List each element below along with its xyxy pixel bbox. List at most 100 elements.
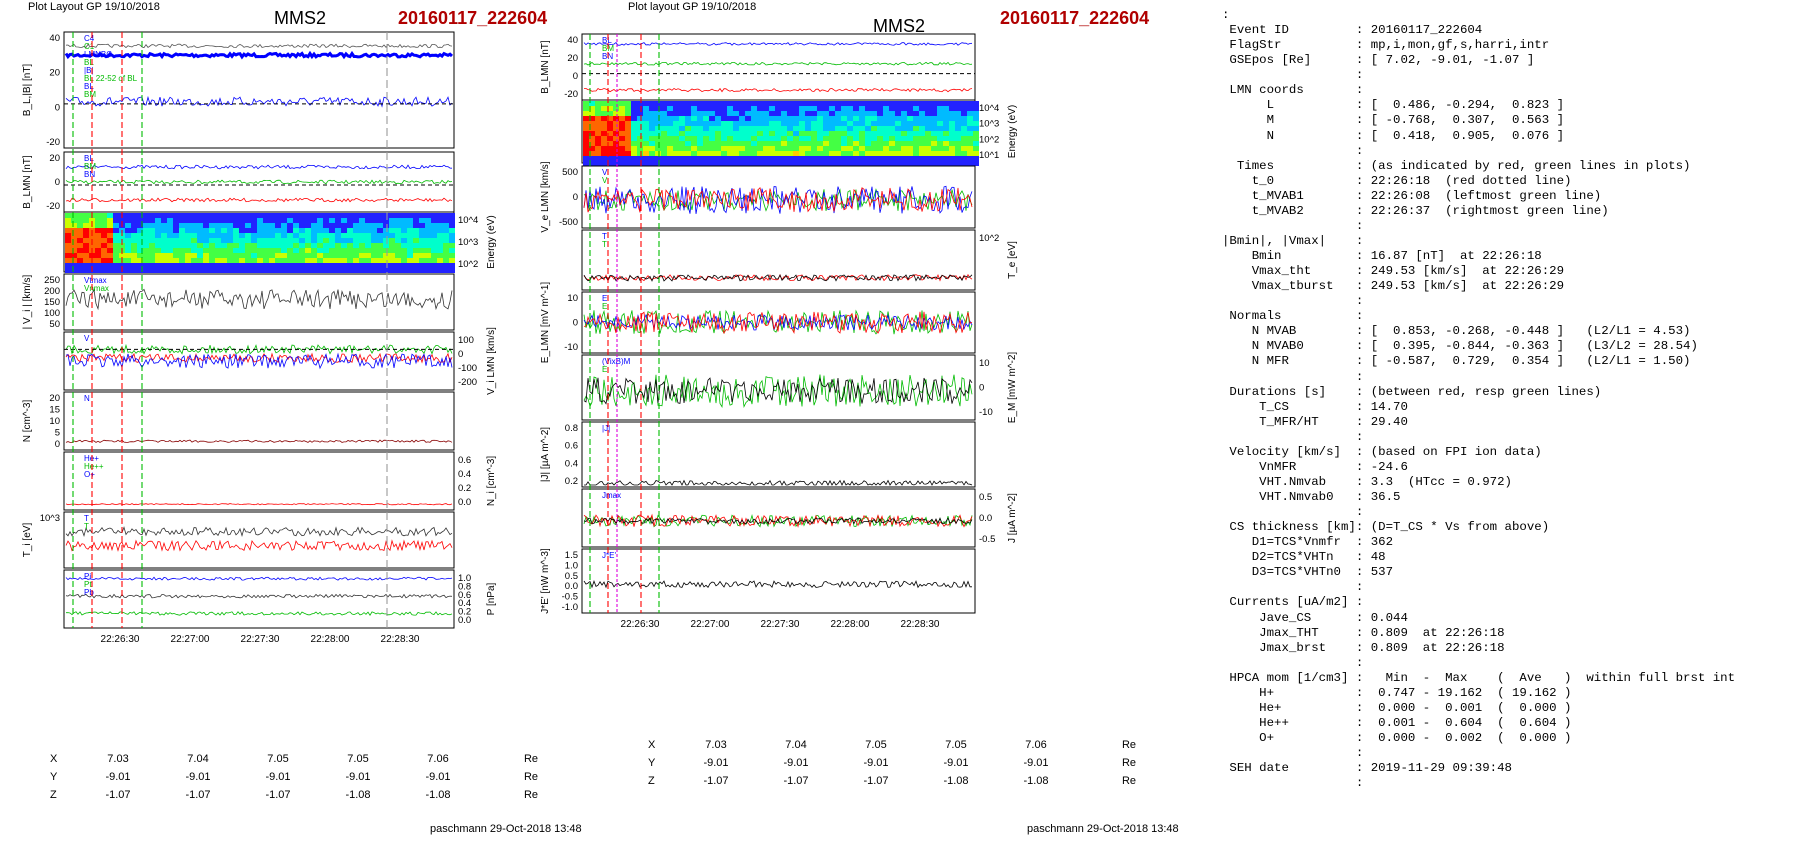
spectrogram-cell [365,248,371,253]
spectrogram-cell [77,218,83,223]
right-event-id: 20160117_222604 [1000,8,1150,28]
spectrogram-cell [371,213,377,218]
spectrogram-cell [655,126,661,131]
spectrogram-cell [811,111,817,116]
spectrogram-cell [751,111,757,116]
spectrogram-cell [775,111,781,116]
spectrogram-cell [835,141,841,146]
spectrogram-cell [125,263,131,268]
y-tick-label: 0 [55,439,60,450]
spectrogram-cell [769,126,775,131]
spectrogram-cell [443,268,449,273]
spectrogram-cell [871,101,877,106]
spectrogram-cell [739,116,745,121]
spectrogram-cell [443,253,449,258]
spectrogram-cell [233,238,239,243]
spectrogram-cell [721,131,727,136]
spectrogram-cell [101,218,107,223]
spectrogram-cell [589,111,595,116]
spectrogram-cell [853,141,859,146]
spectrogram-cell [269,253,275,258]
spectrogram-cell [919,136,925,141]
spectrogram-cell [197,218,203,223]
spectrogram-cell [817,111,823,116]
spectrogram-cell [281,238,287,243]
spectrogram-cell [781,116,787,121]
spectrogram-cell [305,228,311,233]
spectrogram-cell [919,126,925,131]
spectrogram-cell [865,111,871,116]
spectrogram-cell [341,263,347,268]
spectrogram-cell [161,248,167,253]
spectrogram-cell [793,146,799,151]
spectrogram-cell [221,223,227,228]
spectrogram-cell [739,131,745,136]
spectrogram-cell [413,248,419,253]
spectrogram-cell [859,156,865,161]
legend-entry: Jmax [602,491,621,500]
spectrogram-cell [901,156,907,161]
spectrogram-cell [895,141,901,146]
spectrogram-cell [299,228,305,233]
spectrogram-cell [973,146,979,151]
spectrogram-cell [745,101,751,106]
spectrogram-cell [589,106,595,111]
spectrogram-cell [667,126,673,131]
spectrogram-cell [799,141,805,146]
spectrogram-cell [895,161,901,166]
spectrogram-cell [233,258,239,263]
event-summary-text: : Event ID : 20160117_222604 FlagStr : m… [1222,8,1736,791]
y-tick-label: 0.2 [458,607,471,618]
series-line [583,374,973,409]
spectrogram-cell [299,258,305,263]
legend-entry: BM [84,162,96,171]
spectrogram-cell [955,151,961,156]
spectrogram-cell [913,106,919,111]
spectrogram-cell [961,141,967,146]
spectrogram-cell [305,253,311,258]
spectrogram-cell [925,101,931,106]
spectrogram-cell [365,223,371,228]
spectrogram-cell [419,218,425,223]
spectrogram-cell [383,238,389,243]
spectrogram-cell [197,268,203,273]
spectrogram-cell [251,213,257,218]
spectrogram-cell [239,253,245,258]
spectrogram-cell [353,233,359,238]
spectrogram-cell [697,146,703,151]
spectrogram-cell [877,116,883,121]
spectrogram-cell [835,136,841,141]
spectrogram-cell [709,116,715,121]
spectrogram-cell [619,136,625,141]
spectrogram-cell [853,111,859,116]
spectrogram-cell [667,136,673,141]
spectrogram-cell [335,223,341,228]
legend-entry: BL 22-52 of BL [84,74,138,83]
spectrogram-cell [107,233,113,238]
spectrogram-cell [407,268,413,273]
spectrogram-cell [853,146,859,151]
spectrogram-cell [601,131,607,136]
spectrogram-cell [835,161,841,166]
spectrogram-cell [907,106,913,111]
y-tick-label: 0.4 [458,598,471,609]
spectrogram-cell [841,141,847,146]
spectrogram-cell [931,141,937,146]
spectrogram-cell [793,101,799,106]
y-tick-label: 0 [573,71,578,82]
spectrogram-cell [637,136,643,141]
spectrogram-cell [257,213,263,218]
spectrogram-cell [71,213,77,218]
spectrogram-cell [937,151,943,156]
spectrogram-cell [679,146,685,151]
spectrogram-cell [715,146,721,151]
spectrogram-cell [359,258,365,263]
spectrogram-cell [263,238,269,243]
spectrogram-cell [955,116,961,121]
panel-frame [581,548,976,614]
spectrogram-cell [895,156,901,161]
spectrogram-cell [643,131,649,136]
y-axis-label: E_M [mW m^-2] [1007,352,1018,424]
spectrogram-cell [913,111,919,116]
y-tick-label: 150 [44,297,60,308]
